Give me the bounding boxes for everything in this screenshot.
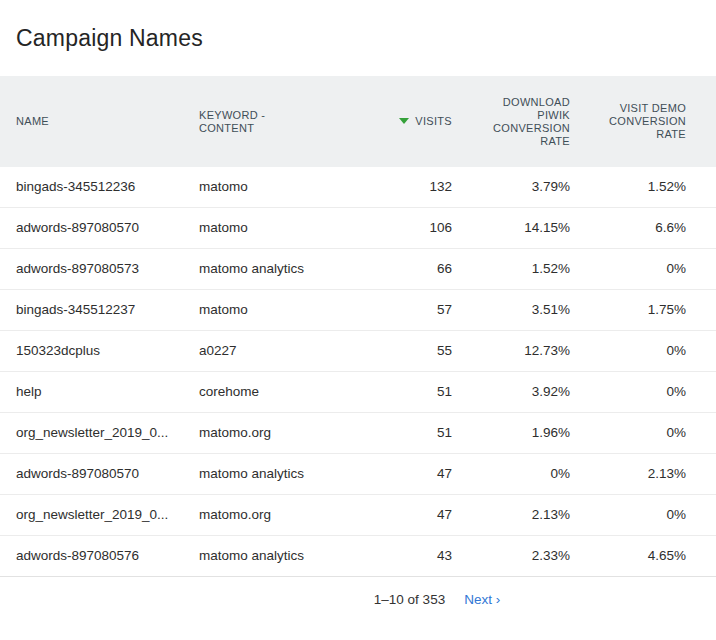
pagination-inner: 1–10 of 353 Next › bbox=[374, 592, 500, 607]
pagination-bar: 1–10 of 353 Next › bbox=[0, 577, 716, 640]
cell-visits: 66 bbox=[316, 249, 452, 289]
cell-keyword-content: matomo analytics bbox=[199, 454, 316, 494]
cell-visits: 43 bbox=[316, 536, 452, 576]
table-row[interactable]: adwords-897080570 matomo analytics 47 0%… bbox=[0, 454, 716, 495]
cell-visits: 106 bbox=[316, 208, 452, 248]
table-row[interactable]: help corehome 51 3.92% 0% bbox=[0, 372, 716, 413]
cell-campaign-name: 150323dcplus bbox=[0, 331, 199, 371]
cell-campaign-name: org_newsletter_2019_0... bbox=[0, 413, 199, 453]
cell-visit-demo-conversion-rate: 0% bbox=[570, 249, 716, 289]
table-row[interactable]: org_newsletter_2019_0... matomo.org 51 1… bbox=[0, 413, 716, 454]
cell-download-piwik-conversion-rate: 12.73% bbox=[452, 331, 570, 371]
sort-desc-triangle-down-icon bbox=[399, 118, 409, 124]
cell-visits: 47 bbox=[316, 454, 452, 494]
cell-visit-demo-conversion-rate: 0% bbox=[570, 372, 716, 412]
table-row[interactable]: 150323dcplus a0227 55 12.73% 0% bbox=[0, 331, 716, 372]
column-header-name-label: NAME bbox=[16, 115, 49, 127]
table-row[interactable]: adwords-897080573 matomo analytics 66 1.… bbox=[0, 249, 716, 290]
cell-download-piwik-conversion-rate: 3.92% bbox=[452, 372, 570, 412]
report-title-bar: Campaign Names bbox=[0, 0, 716, 76]
cell-visits: 55 bbox=[316, 331, 452, 371]
cell-visit-demo-conversion-rate: 4.65% bbox=[570, 536, 716, 576]
table-row[interactable]: bingads-345512237 matomo 57 3.51% 1.75% bbox=[0, 290, 716, 331]
cell-campaign-name: adwords-897080573 bbox=[0, 249, 199, 289]
cell-campaign-name: bingads-345512237 bbox=[0, 290, 199, 330]
cell-campaign-name: adwords-897080576 bbox=[0, 536, 199, 576]
cell-download-piwik-conversion-rate: 3.51% bbox=[452, 290, 570, 330]
cell-visits: 57 bbox=[316, 290, 452, 330]
cell-visits: 51 bbox=[316, 372, 452, 412]
table-row[interactable]: bingads-345512236 matomo 132 3.79% 1.52% bbox=[0, 167, 716, 208]
pagination-range: 1–10 of 353 bbox=[374, 592, 445, 607]
cell-visit-demo-conversion-rate: 1.75% bbox=[570, 290, 716, 330]
column-header-visit-demo-conversion-rate[interactable]: VISIT DEMO CONVERSION RATE bbox=[596, 102, 716, 141]
cell-keyword-content: matomo analytics bbox=[199, 536, 316, 576]
cell-download-piwik-conversion-rate: 2.13% bbox=[452, 495, 570, 535]
cell-visits: 51 bbox=[316, 413, 452, 453]
page-title: Campaign Names bbox=[16, 24, 700, 52]
cell-visits: 47 bbox=[316, 495, 452, 535]
cell-download-piwik-conversion-rate: 1.96% bbox=[452, 413, 570, 453]
table-row[interactable]: org_newsletter_2019_0... matomo.org 47 2… bbox=[0, 495, 716, 536]
column-header-visits[interactable]: VISITS bbox=[399, 115, 452, 128]
cell-keyword-content: a0227 bbox=[199, 331, 316, 371]
cell-download-piwik-conversion-rate: 0% bbox=[452, 454, 570, 494]
cell-keyword-content: matomo.org bbox=[199, 413, 316, 453]
cell-keyword-content: corehome bbox=[199, 372, 316, 412]
cell-keyword-content: matomo bbox=[199, 290, 316, 330]
column-header-download-piwik-conversion-rate-label: DOWNLOAD PIWIK CONVERSION RATE bbox=[486, 96, 570, 148]
cell-campaign-name: adwords-897080570 bbox=[0, 454, 199, 494]
cell-download-piwik-conversion-rate: 1.52% bbox=[452, 249, 570, 289]
cell-visits: 132 bbox=[316, 167, 452, 207]
cell-keyword-content: matomo bbox=[199, 167, 316, 207]
next-page-link[interactable]: Next › bbox=[464, 592, 500, 607]
cell-download-piwik-conversion-rate: 3.79% bbox=[452, 167, 570, 207]
cell-campaign-name: help bbox=[0, 372, 199, 412]
cell-campaign-name: adwords-897080570 bbox=[0, 208, 199, 248]
cell-download-piwik-conversion-rate: 14.15% bbox=[452, 208, 570, 248]
cell-keyword-content: matomo.org bbox=[199, 495, 316, 535]
cell-keyword-content: matomo bbox=[199, 208, 316, 248]
table-row[interactable]: adwords-897080576 matomo analytics 43 2.… bbox=[0, 536, 716, 577]
cell-keyword-content: matomo analytics bbox=[199, 249, 316, 289]
cell-campaign-name: org_newsletter_2019_0... bbox=[0, 495, 199, 535]
cell-visit-demo-conversion-rate: 1.52% bbox=[570, 167, 716, 207]
column-header-name[interactable]: NAME bbox=[0, 115, 199, 128]
cell-visit-demo-conversion-rate: 0% bbox=[570, 413, 716, 453]
campaign-names-report: Campaign Names NAME KEYWORD - CONTENT VI… bbox=[0, 0, 716, 640]
table-row[interactable]: adwords-897080570 matomo 106 14.15% 6.6% bbox=[0, 208, 716, 249]
cell-visit-demo-conversion-rate: 0% bbox=[570, 495, 716, 535]
column-header-download-piwik-conversion-rate[interactable]: DOWNLOAD PIWIK CONVERSION RATE bbox=[486, 96, 570, 148]
column-header-keyword-content-label: KEYWORD - CONTENT bbox=[199, 109, 265, 134]
table-body: bingads-345512236 matomo 132 3.79% 1.52%… bbox=[0, 167, 716, 577]
column-header-keyword-content[interactable]: KEYWORD - CONTENT bbox=[199, 109, 316, 135]
column-header-visits-label: VISITS bbox=[415, 115, 452, 127]
cell-visit-demo-conversion-rate: 0% bbox=[570, 331, 716, 371]
table-header-row: NAME KEYWORD - CONTENT VISITS DOWNLOAD P… bbox=[0, 76, 716, 167]
cell-visit-demo-conversion-rate: 2.13% bbox=[570, 454, 716, 494]
cell-visit-demo-conversion-rate: 6.6% bbox=[570, 208, 716, 248]
column-header-visit-demo-conversion-rate-label: VISIT DEMO CONVERSION RATE bbox=[596, 102, 686, 141]
cell-download-piwik-conversion-rate: 2.33% bbox=[452, 536, 570, 576]
cell-campaign-name: bingads-345512236 bbox=[0, 167, 199, 207]
